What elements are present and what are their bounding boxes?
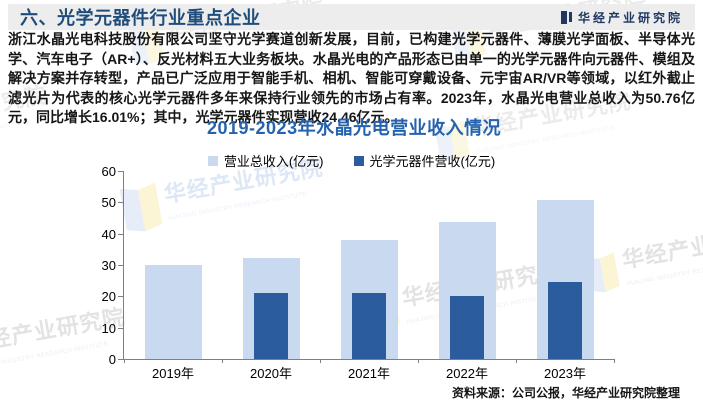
optical-revenue-bar-2022年 (450, 296, 484, 359)
legend-swatch-icon (207, 155, 218, 166)
x-axis-tick (516, 359, 517, 363)
legend-item-0: 营业总收入(亿元) (207, 151, 324, 170)
x-axis-tick (418, 359, 419, 363)
page-title: 六、光学元器件行业重点企业 (20, 8, 261, 28)
y-axis-tick (118, 359, 123, 360)
x-axis-tick (124, 359, 125, 363)
y-axis-tick-label: 20 (101, 289, 116, 305)
x-axis-label-2023年: 2023年 (544, 366, 586, 381)
optical-revenue-bar-2021年 (352, 293, 386, 359)
x-axis-label-2019年: 2019年 (152, 366, 194, 381)
intro-paragraph: 浙江水晶光电科技股份有限公司坚守光学赛道创新发展，目前，已构建光学元器件、薄膜光… (8, 31, 695, 125)
bar-chart: 营业总收入(亿元) 光学元器件营收(亿元) 0 10 20 30 40 50 60 2019年 2… (0, 148, 703, 383)
x-axis-label-2020年: 2020年 (250, 366, 292, 381)
optical-revenue-bar-2020年 (254, 293, 288, 359)
plot-area (123, 171, 614, 360)
bar-group-2023年 (516, 171, 614, 359)
y-axis-tick-label: 30 (101, 258, 116, 273)
y-axis-tick-label: 50 (101, 195, 116, 211)
optical-revenue-bar-2023年 (548, 282, 582, 359)
y-axis-tick (118, 265, 123, 266)
x-axis-label-2021年: 2021年 (348, 366, 390, 381)
total-revenue-bar-2019年 (144, 265, 202, 359)
legend-item-1: 光学元器件营收(亿元) (353, 151, 496, 170)
y-axis-tick-label: 60 (101, 164, 116, 179)
y-axis-tick (118, 233, 123, 235)
y-axis-tick (118, 296, 123, 298)
y-axis-tick-label: 10 (101, 320, 116, 336)
y-axis-tick (118, 171, 123, 172)
bar-group-2022年 (418, 171, 516, 359)
y-axis-tick-label: 40 (101, 226, 116, 242)
x-axis-tick (222, 359, 223, 363)
chart-title: 2019-2023年水晶光电营业收入情况 (207, 118, 502, 138)
x-axis-label-2022年: 2022年 (446, 366, 488, 381)
huajing-logo-icon (560, 10, 572, 24)
brand-name: 华经产业研究院 (577, 10, 683, 25)
y-axis-tick (118, 202, 123, 204)
source-note: 资料来源：公司公报，华经产业研究院整理 (451, 386, 680, 400)
y-axis-tick-label: 0 (108, 352, 116, 367)
bar-group-2020年 (222, 171, 320, 359)
bar-group-2021年 (320, 171, 418, 359)
legend-label: 光学元器件营收(亿元) (369, 154, 496, 169)
legend-swatch-icon (353, 155, 364, 166)
legend-label: 营业总收入(亿元) (223, 154, 324, 169)
x-axis-tick (614, 359, 615, 363)
brand: 华经产业研究院 (560, 9, 683, 26)
y-axis-tick (118, 327, 123, 329)
bar-group-2019年 (124, 171, 222, 359)
x-axis-tick (320, 359, 321, 363)
header-bar: 六、光学元器件行业重点企业 华经产业研究院 (8, 4, 695, 30)
